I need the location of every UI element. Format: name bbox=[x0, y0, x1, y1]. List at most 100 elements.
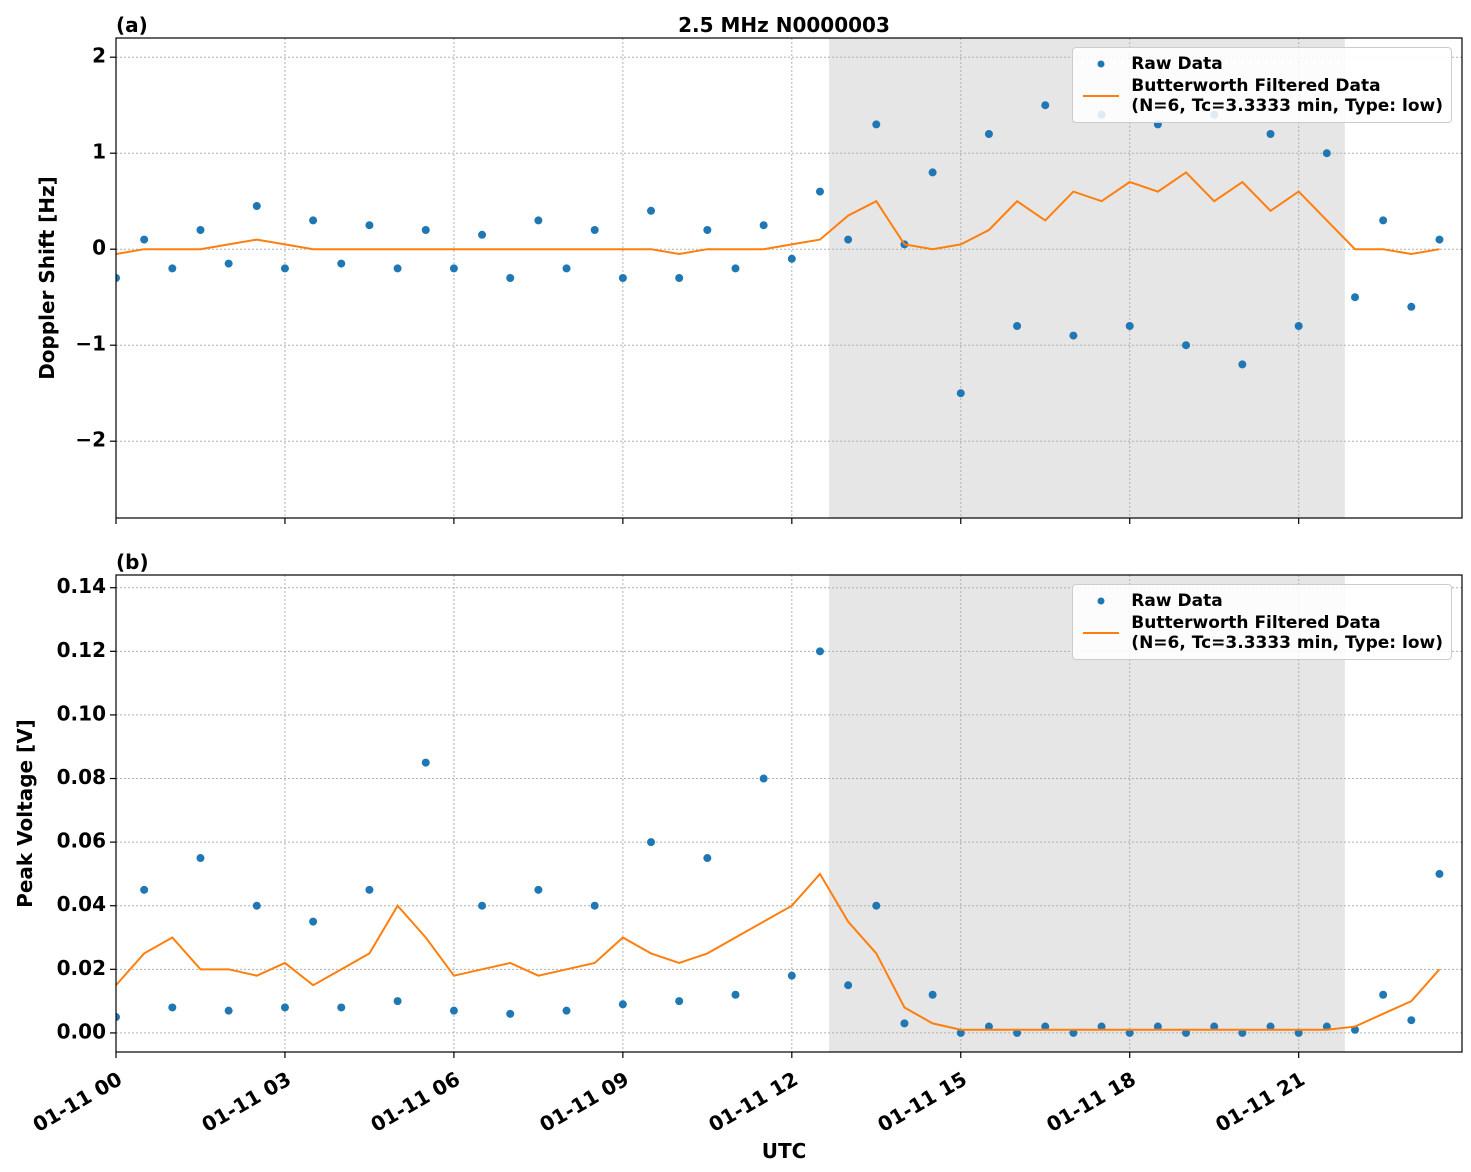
y-tick-label: 0.10 bbox=[57, 701, 106, 725]
raw-point bbox=[116, 274, 120, 282]
raw-point bbox=[1266, 1022, 1275, 1031]
raw-point bbox=[309, 216, 318, 225]
raw-point bbox=[506, 274, 515, 282]
raw-point bbox=[731, 990, 740, 999]
y-tick-label: 0.14 bbox=[57, 574, 106, 598]
raw-point bbox=[534, 216, 543, 225]
raw-point bbox=[1182, 1028, 1191, 1037]
x-tick-label: 01-11 15 bbox=[873, 1067, 971, 1137]
raw-point bbox=[1435, 235, 1444, 244]
raw-point bbox=[928, 168, 937, 177]
raw-point bbox=[393, 264, 402, 273]
legend-entry: Butterworth Filtered Data (N=6, Tc=3.333… bbox=[1081, 613, 1443, 653]
raw-point bbox=[280, 1003, 289, 1012]
y-tick-label: 0.12 bbox=[57, 638, 106, 662]
axes-frame bbox=[115, 574, 1463, 1053]
y-tick-label: −1 bbox=[75, 332, 106, 356]
legend-label: Raw Data bbox=[1131, 591, 1223, 611]
x-axis-label: UTC bbox=[762, 1139, 807, 1163]
raw-point bbox=[449, 264, 458, 273]
raw-point bbox=[928, 990, 937, 999]
raw-point bbox=[844, 235, 853, 244]
raw-point bbox=[647, 206, 656, 215]
raw-point bbox=[787, 971, 796, 980]
raw-point bbox=[1379, 216, 1388, 225]
raw-point bbox=[1013, 1028, 1022, 1037]
legend-label: Butterworth Filtered Data (N=6, Tc=3.333… bbox=[1131, 613, 1443, 653]
raw-point bbox=[1153, 1022, 1162, 1031]
raw-point bbox=[478, 901, 487, 910]
raw-point bbox=[900, 1019, 909, 1028]
y-tick-label: 0.00 bbox=[57, 1019, 106, 1043]
raw-point bbox=[1041, 1022, 1050, 1031]
y-tick-label: 2 bbox=[92, 44, 106, 68]
raw-point bbox=[168, 264, 177, 273]
raw-point bbox=[140, 235, 149, 244]
raw-point bbox=[647, 838, 656, 847]
raw-point bbox=[1266, 130, 1275, 138]
raw-point bbox=[815, 647, 824, 656]
raw-point bbox=[562, 264, 571, 273]
raw-point bbox=[731, 264, 740, 273]
legend-marker bbox=[1097, 60, 1105, 68]
legend-label: Raw Data bbox=[1131, 54, 1223, 74]
raw-point bbox=[1238, 360, 1247, 369]
raw-point bbox=[1350, 293, 1359, 302]
raw-point bbox=[140, 885, 149, 894]
legend-icon bbox=[1097, 60, 1105, 68]
legend-entry: Butterworth Filtered Data (N=6, Tc=3.333… bbox=[1081, 76, 1443, 116]
raw-point bbox=[393, 997, 402, 1006]
x-tick-label: 01-11 18 bbox=[1042, 1067, 1140, 1137]
raw-point bbox=[1069, 1028, 1078, 1037]
raw-point bbox=[224, 1006, 233, 1015]
x-tick-label: 01-11 12 bbox=[704, 1067, 802, 1137]
raw-point bbox=[703, 854, 712, 863]
raw-point bbox=[956, 1028, 965, 1037]
x-tick-label: 01-11 06 bbox=[366, 1067, 464, 1137]
raw-point bbox=[1294, 1028, 1303, 1037]
x-tick-label: 01-11 03 bbox=[198, 1067, 296, 1137]
y-tick-label: 0.04 bbox=[57, 892, 106, 916]
filtered-line bbox=[116, 171, 1440, 256]
raw-point bbox=[815, 187, 824, 196]
y-tick-label: 1 bbox=[92, 140, 106, 164]
panel-label: (a) bbox=[116, 13, 148, 37]
axes-frame bbox=[115, 37, 1463, 519]
legend-marker bbox=[1097, 597, 1105, 605]
legend-entry: Raw Data bbox=[1081, 54, 1443, 74]
x-tick-label: 01-11 00 bbox=[29, 1067, 127, 1137]
y-axis-label: Peak Voltage [V] bbox=[13, 719, 37, 908]
raw-point bbox=[224, 259, 233, 268]
x-tick-label: 01-11 21 bbox=[1211, 1067, 1309, 1137]
raw-point bbox=[590, 226, 599, 234]
legend-icon bbox=[1097, 597, 1105, 605]
legend-label: Butterworth Filtered Data (N=6, Tc=3.333… bbox=[1131, 76, 1443, 116]
raw-point bbox=[309, 917, 318, 926]
raw-point bbox=[478, 230, 487, 239]
raw-point bbox=[365, 885, 374, 894]
raw-point bbox=[168, 1003, 177, 1012]
raw-point bbox=[1097, 1022, 1106, 1031]
raw-point bbox=[675, 274, 684, 282]
panel-label: (b) bbox=[116, 550, 149, 574]
raw-point bbox=[1013, 322, 1022, 330]
filtered-line bbox=[116, 872, 1441, 1031]
y-axis-label: Doppler Shift [Hz] bbox=[35, 176, 59, 380]
legend-icon bbox=[1083, 632, 1120, 634]
raw-point bbox=[1294, 322, 1303, 330]
raw-point bbox=[984, 130, 993, 138]
raw-point bbox=[1435, 869, 1444, 878]
raw-point bbox=[252, 901, 261, 910]
raw-point bbox=[1407, 1016, 1416, 1025]
raw-point bbox=[703, 226, 712, 234]
raw-point bbox=[1322, 149, 1331, 158]
raw-point bbox=[449, 1006, 458, 1015]
raw-point bbox=[1125, 1028, 1134, 1037]
x-tick-label: 01-11 09 bbox=[535, 1067, 633, 1137]
raw-point bbox=[844, 981, 853, 990]
raw-point bbox=[618, 1000, 627, 1009]
raw-point bbox=[534, 885, 543, 894]
raw-point bbox=[590, 901, 599, 910]
raw-point bbox=[1125, 322, 1134, 330]
raw-point bbox=[196, 854, 205, 863]
